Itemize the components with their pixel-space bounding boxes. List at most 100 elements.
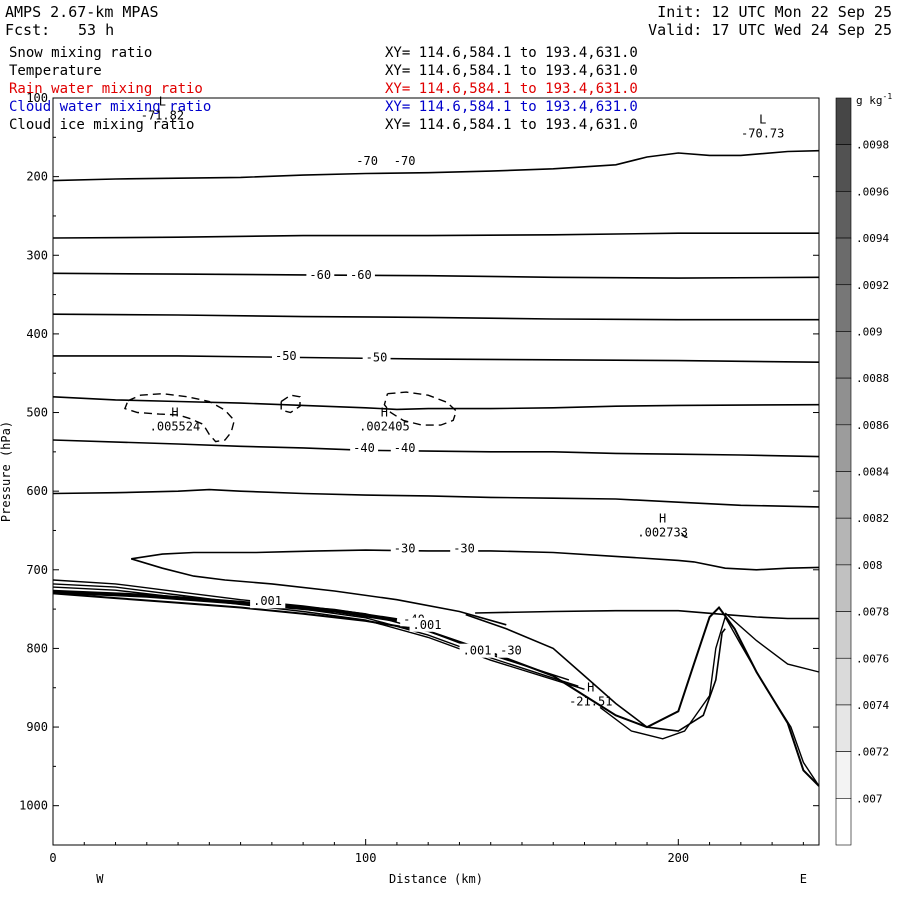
contour-label-bg xyxy=(459,643,495,658)
x-tick-label: 0 xyxy=(49,851,56,865)
contour-label-bg xyxy=(390,153,419,168)
contour-label: .001 xyxy=(463,644,492,658)
y-tick-label: 300 xyxy=(26,248,48,262)
temperature-contour xyxy=(130,558,507,626)
colorbar-segment xyxy=(835,191,852,239)
extremum-value: -70.73 xyxy=(741,127,784,141)
colorbar-segment xyxy=(835,377,852,426)
snow-band xyxy=(52,589,398,623)
colorbar-segment xyxy=(835,424,852,472)
colorbar-label: .008 xyxy=(856,559,883,572)
contour-label-bg xyxy=(353,153,382,168)
contour-label: .001 xyxy=(413,618,442,632)
colorbar-segment xyxy=(835,564,852,612)
model-title: AMPS 2.67-km MPAS xyxy=(5,3,159,21)
field-name: Snow mixing ratio xyxy=(9,45,153,61)
field-name: Temperature xyxy=(9,63,102,79)
contour-label: -40 xyxy=(353,441,375,455)
temperature-contour xyxy=(52,232,819,239)
colorbar-label: .0086 xyxy=(856,419,889,432)
temperature-contour xyxy=(53,355,820,363)
colorbar-units: g kg-1 xyxy=(856,92,892,107)
colorbar-segment xyxy=(835,471,852,519)
y-tick-label: 500 xyxy=(26,406,48,420)
extremum-value: .002733 xyxy=(637,525,688,539)
west-label: W xyxy=(96,872,104,886)
colorbar-label: .0094 xyxy=(856,232,889,245)
colorbar-label: .009 xyxy=(856,325,883,338)
colorbar-label: .0082 xyxy=(856,512,889,525)
extremum-value: -71.82 xyxy=(141,109,184,123)
colorbar-label: .0098 xyxy=(856,139,889,152)
colorbar-label: .0074 xyxy=(856,699,889,712)
contour-label-bg xyxy=(306,267,335,282)
extremum-value: -21.51 xyxy=(569,694,612,708)
temperature-contour xyxy=(52,488,820,508)
x-axis-title: Distance (km) xyxy=(389,872,483,886)
temperature-contour xyxy=(475,609,819,620)
contour-label: -50 xyxy=(366,350,388,364)
y-tick-label: 100 xyxy=(26,91,48,105)
contour-label-bg xyxy=(409,617,445,632)
colorbar-segment xyxy=(835,97,852,145)
y-axis-title: Pressure (hPa) xyxy=(0,421,13,522)
x-tick-label: 100 xyxy=(355,851,377,865)
y-tick-label: 800 xyxy=(26,641,48,655)
contour-label: -30 xyxy=(500,644,522,658)
colorbar-segment xyxy=(835,657,852,706)
temperature-contour xyxy=(52,272,820,279)
contour-label-bg xyxy=(450,541,479,556)
contour-label-bg xyxy=(347,267,375,282)
y-tick-label: 700 xyxy=(26,563,48,577)
field-xy-range: XY= 114.6,584.1 to 193.4,631.0 xyxy=(385,63,638,79)
contour-label-bg xyxy=(271,348,300,363)
extremum-marker: L xyxy=(159,95,166,109)
terrain-profile xyxy=(52,592,820,787)
contour-label: -30 xyxy=(394,541,416,555)
colorbar-label: .007 xyxy=(856,792,883,805)
cloud-mixing-contour xyxy=(680,532,691,539)
colorbar-segment xyxy=(835,704,852,752)
temperature-contour xyxy=(52,313,819,321)
colorbar-segment xyxy=(835,237,852,286)
field-xy-range: XY= 114.6,584.1 to 193.4,631.0 xyxy=(385,117,638,133)
temperature-contour xyxy=(52,396,820,411)
contour-label-bg xyxy=(390,440,419,455)
field-name: Cloud water mixing ratio xyxy=(9,99,212,115)
temperature-contour xyxy=(52,439,820,458)
colorbar-label: .0084 xyxy=(856,466,889,479)
colorbar-label: .0096 xyxy=(856,185,889,198)
extremum-marker: H xyxy=(381,405,388,419)
plot-frame xyxy=(52,97,820,846)
y-tick-label: 600 xyxy=(26,484,48,498)
temperature-contour xyxy=(465,613,726,732)
extremum-marker: H xyxy=(587,680,594,694)
extremum-marker: H xyxy=(659,511,666,525)
valid-time: Valid: 17 UTC Wed 24 Sep 25 xyxy=(648,21,892,39)
init-time: Init: 12 UTC Mon 22 Sep 25 xyxy=(657,3,892,21)
contour-label: -50 xyxy=(275,349,297,363)
field-name: Cloud ice mixing ratio xyxy=(9,117,195,133)
extremum-value: .005524 xyxy=(150,419,201,433)
contour-label: -60 xyxy=(350,268,372,282)
colorbar-label: .0078 xyxy=(856,606,889,619)
terrain-line xyxy=(724,612,820,673)
contour-label: .001 xyxy=(253,594,282,608)
y-tick-label: 900 xyxy=(26,720,48,734)
forecast-label: Fcst: xyxy=(5,21,51,39)
colorbar-segment xyxy=(835,284,852,332)
field-xy-range: XY= 114.6,584.1 to 193.4,631.0 xyxy=(385,45,638,61)
x-tick-label: 200 xyxy=(667,851,689,865)
contour-label: -40 xyxy=(394,441,416,455)
colorbar-label: .0076 xyxy=(856,652,889,665)
colorbar-label: .0072 xyxy=(856,746,889,759)
field-xy-range: XY= 114.6,584.1 to 193.4,631.0 xyxy=(385,99,638,115)
colorbar-units-exponent: -1 xyxy=(883,92,893,101)
colorbar-segment xyxy=(835,331,852,379)
contour-label-bg xyxy=(362,350,391,365)
colorbar-segment xyxy=(835,517,852,566)
contour-label: -70 xyxy=(356,154,378,168)
extremum-marker: H xyxy=(171,405,178,419)
contour-label-bg xyxy=(497,643,525,658)
